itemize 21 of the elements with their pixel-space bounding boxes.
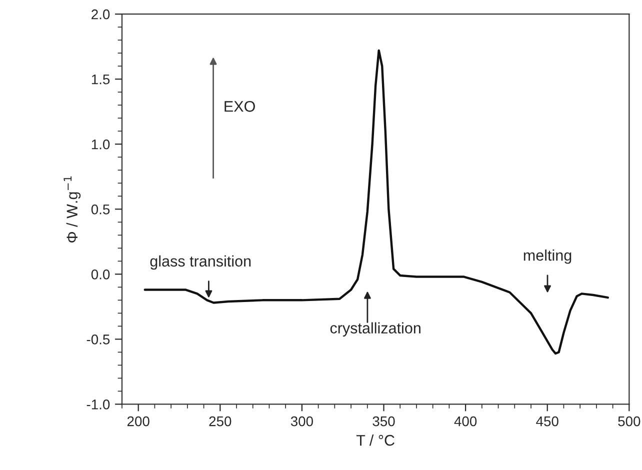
annotation: melting (524, 250, 572, 264)
y-axis-title: Φ / W.g$^{−1}$ (64, 176, 81, 242)
x-tick-label: 400 (454, 416, 477, 426)
y-tick-label: -1.0 (86, 400, 110, 410)
annotation: glass transition (150, 255, 251, 270)
y-tick-label: 0.5 (91, 204, 110, 214)
x-axis-title: T / °C (356, 434, 394, 446)
y-tick-label: -0.5 (86, 334, 110, 344)
x-tick-label: 300 (290, 416, 313, 426)
y-tick-label: 1.0 (92, 139, 110, 150)
y-tick-label: 2.0 (92, 9, 110, 20)
annotation: crystallization (330, 322, 420, 337)
annotation: EXO (224, 101, 255, 112)
y-tick-label: 0.0 (91, 270, 110, 280)
x-tick-label: 500 (618, 416, 640, 426)
x-tick-label: 350 (372, 416, 395, 426)
x-tick-label: 450 (536, 416, 558, 426)
x-tick-label: 250 (209, 416, 232, 426)
y-tick-label: 1.5 (92, 74, 110, 84)
x-tick-label: 200 (127, 416, 150, 426)
line-series (144, 49, 609, 355)
